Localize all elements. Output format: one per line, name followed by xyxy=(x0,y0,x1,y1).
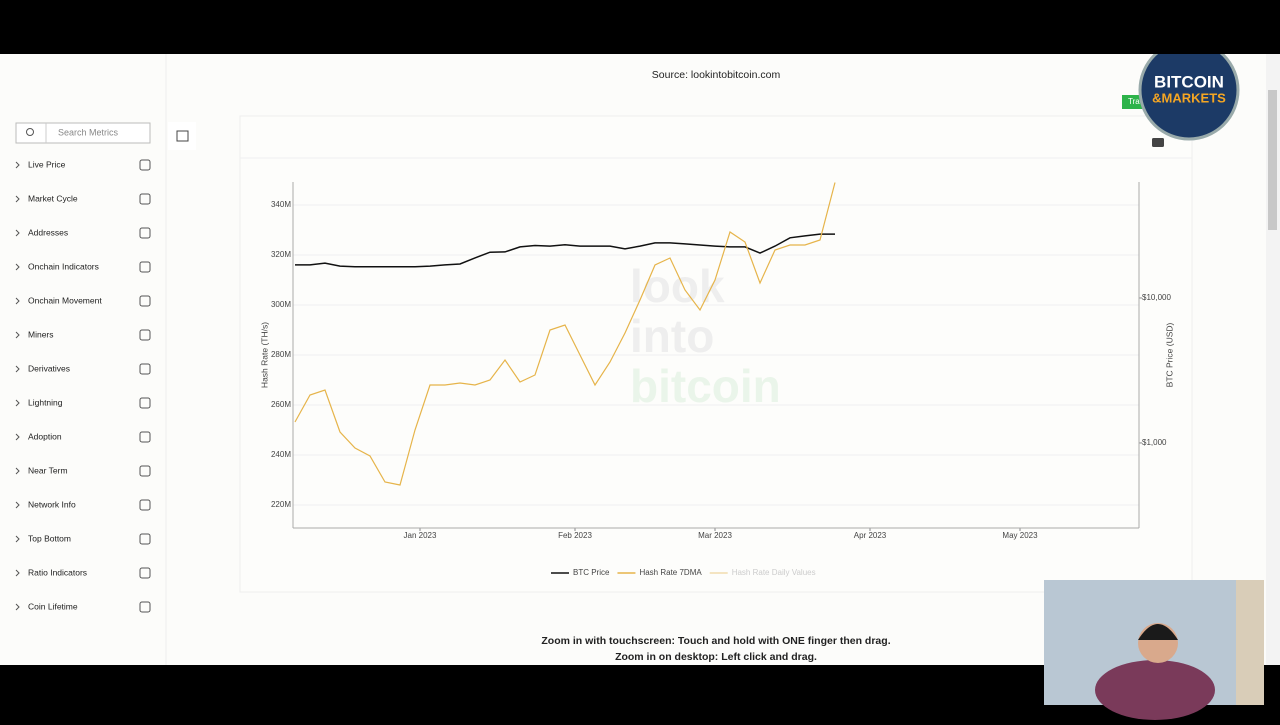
menu-label: Market Cycle xyxy=(28,193,78,203)
y2-axis-label: BTC Price (USD) xyxy=(1164,322,1174,387)
y2-tick-label: $1,000 xyxy=(1142,438,1167,447)
letterbox xyxy=(0,0,1280,54)
y-tick-label: 260M xyxy=(271,400,291,409)
search-box[interactable] xyxy=(15,122,151,144)
footer-line: Zoom in on desktop: Left click and drag. xyxy=(615,651,817,663)
menu-label: Live Price xyxy=(28,159,66,169)
y-tick-label: 340M xyxy=(271,200,291,209)
chevron xyxy=(15,603,20,611)
menu-icon xyxy=(139,295,151,307)
menu-icon xyxy=(139,431,151,443)
toggle-icon xyxy=(176,130,189,142)
menu-label: Coin Lifetime xyxy=(28,601,78,611)
x-tick-label: May 2023 xyxy=(1002,531,1038,540)
watermark: into xyxy=(630,310,714,362)
badge[interactable] xyxy=(1122,95,1144,109)
x-tick-label: Jan 2023 xyxy=(404,531,437,540)
menu-icon xyxy=(139,329,151,341)
menu-label: Onchain Indicators xyxy=(28,261,99,271)
legend-label[interactable]: Hash Rate Daily Values xyxy=(732,568,816,577)
menu-icon xyxy=(139,533,151,545)
chevron xyxy=(15,195,20,203)
chevron xyxy=(15,433,20,441)
menu-icon xyxy=(139,193,151,205)
legend-label[interactable]: BTC Price xyxy=(573,568,610,577)
scroll-thumb[interactable] xyxy=(1268,90,1277,230)
sidebar-toggle[interactable] xyxy=(168,122,196,150)
menu-label: Miners xyxy=(28,329,54,339)
chevron xyxy=(15,229,20,237)
y-tick-label: 300M xyxy=(271,300,291,309)
menu-icon xyxy=(139,567,151,579)
chevron xyxy=(15,365,20,373)
chevron xyxy=(15,467,20,475)
menu-label: Lightning xyxy=(28,397,63,407)
chevron xyxy=(15,161,20,169)
footer-line: Zoom in with touchscreen: Touch and hold… xyxy=(541,635,890,647)
series-line xyxy=(295,233,835,268)
logo-text: BITCOIN xyxy=(1154,72,1224,91)
menu-icon xyxy=(139,363,151,375)
menu-label: Ratio Indicators xyxy=(28,567,87,577)
legend-label[interactable]: Hash Rate 7DMA xyxy=(639,568,702,577)
menu-icon xyxy=(139,227,151,239)
chevron xyxy=(15,297,20,305)
y-tick-label: 240M xyxy=(271,450,291,459)
chevron xyxy=(15,501,20,509)
x-tick-label: Feb 2023 xyxy=(558,531,592,540)
menu-icon xyxy=(139,159,151,171)
search-icon xyxy=(26,128,34,136)
menu-label: Near Term xyxy=(28,465,68,475)
chevron xyxy=(15,535,20,543)
menu-icon xyxy=(139,465,151,477)
x-tick-label: Mar 2023 xyxy=(698,531,732,540)
y2-tick-label: $10,000 xyxy=(1142,293,1171,302)
chevron xyxy=(15,331,20,339)
logo-text: &MARKETS xyxy=(1152,90,1226,105)
y-tick-label: 280M xyxy=(271,350,291,359)
webcam-person xyxy=(1095,660,1215,720)
camera-button[interactable] xyxy=(1152,138,1164,147)
webcam-shelf xyxy=(1236,580,1264,705)
menu-label: Adoption xyxy=(28,431,62,441)
x-tick-label: Apr 2023 xyxy=(854,531,887,540)
menu-label: Network Info xyxy=(28,499,76,509)
y-tick-label: 220M xyxy=(271,500,291,509)
chevron xyxy=(15,263,20,271)
badge-text: Tra xyxy=(1128,97,1140,106)
menu-label: Addresses xyxy=(28,227,68,237)
menu-label: Derivatives xyxy=(28,363,70,373)
chart-card xyxy=(239,115,1193,593)
menu-icon xyxy=(139,261,151,273)
menu-label: Onchain Movement xyxy=(28,295,102,305)
y-tick-label: 320M xyxy=(271,250,291,259)
series-line xyxy=(294,182,836,486)
menu-icon xyxy=(139,499,151,511)
source: Source: lookintobitcoin.com xyxy=(652,69,781,81)
menu-label: Top Bottom xyxy=(28,533,71,543)
chevron xyxy=(15,569,20,577)
menu-icon xyxy=(139,601,151,613)
y-axis-label: Hash Rate (TH/s) xyxy=(259,322,269,388)
menu-icon xyxy=(139,397,151,409)
watermark: bitcoin xyxy=(630,360,781,412)
watermark: look xyxy=(630,260,725,312)
chevron xyxy=(15,399,20,407)
webcam-cap xyxy=(1138,624,1178,640)
search-placeholder: Search Metrics xyxy=(58,127,119,137)
